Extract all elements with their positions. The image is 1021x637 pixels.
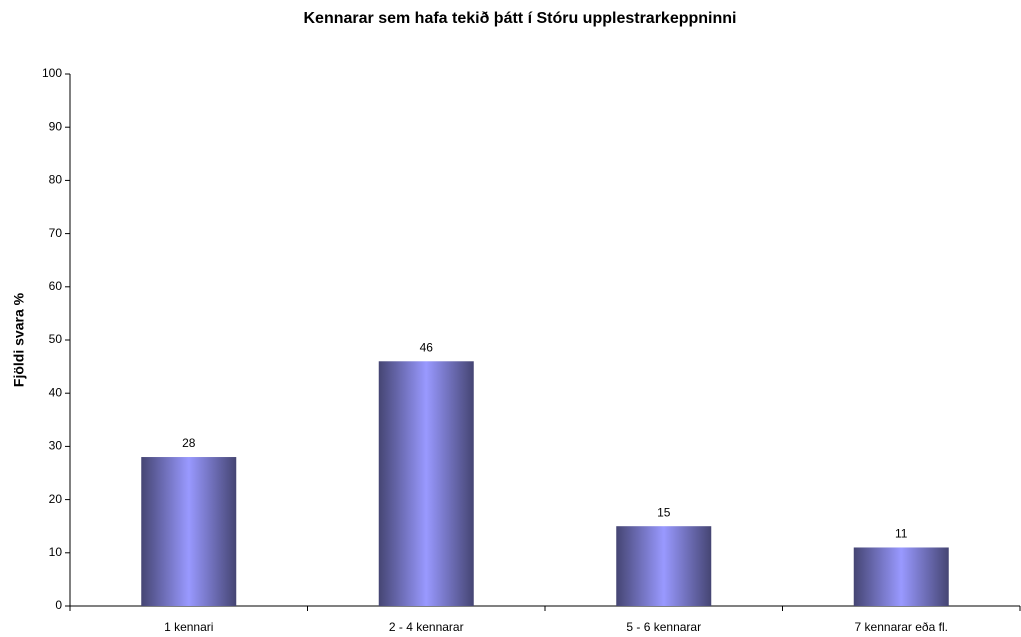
- x-tick-label: 5 - 6 kennarar: [626, 620, 701, 634]
- y-tick-label: 10: [49, 545, 63, 559]
- bar: [853, 547, 949, 606]
- value-label: 15: [657, 505, 671, 519]
- x-tick-label: 7 kennarar eða fl.: [855, 620, 948, 634]
- chart-title: Kennarar sem hafa tekið þátt í Stóru upp…: [304, 10, 737, 27]
- value-label: 46: [420, 340, 434, 354]
- value-label: 11: [895, 527, 908, 541]
- y-tick-label: 70: [49, 226, 63, 240]
- bar: [616, 526, 712, 606]
- y-tick-label: 80: [49, 173, 63, 187]
- x-tick-label: 1 kennari: [164, 620, 213, 634]
- y-tick-label: 100: [42, 66, 62, 80]
- y-tick-label: 40: [49, 385, 63, 399]
- bar: [141, 457, 237, 606]
- y-tick-label: 0: [55, 598, 62, 612]
- y-tick-label: 90: [49, 119, 63, 133]
- y-tick-label: 50: [49, 332, 63, 346]
- y-tick-label: 20: [49, 492, 63, 506]
- value-label: 28: [182, 436, 196, 450]
- x-tick-label: 2 - 4 kennarar: [389, 620, 464, 634]
- y-tick-label: 60: [49, 279, 63, 293]
- bar: [378, 361, 474, 606]
- y-tick-label: 30: [49, 439, 63, 453]
- y-axis-label: Fjöldi svara %: [11, 292, 27, 387]
